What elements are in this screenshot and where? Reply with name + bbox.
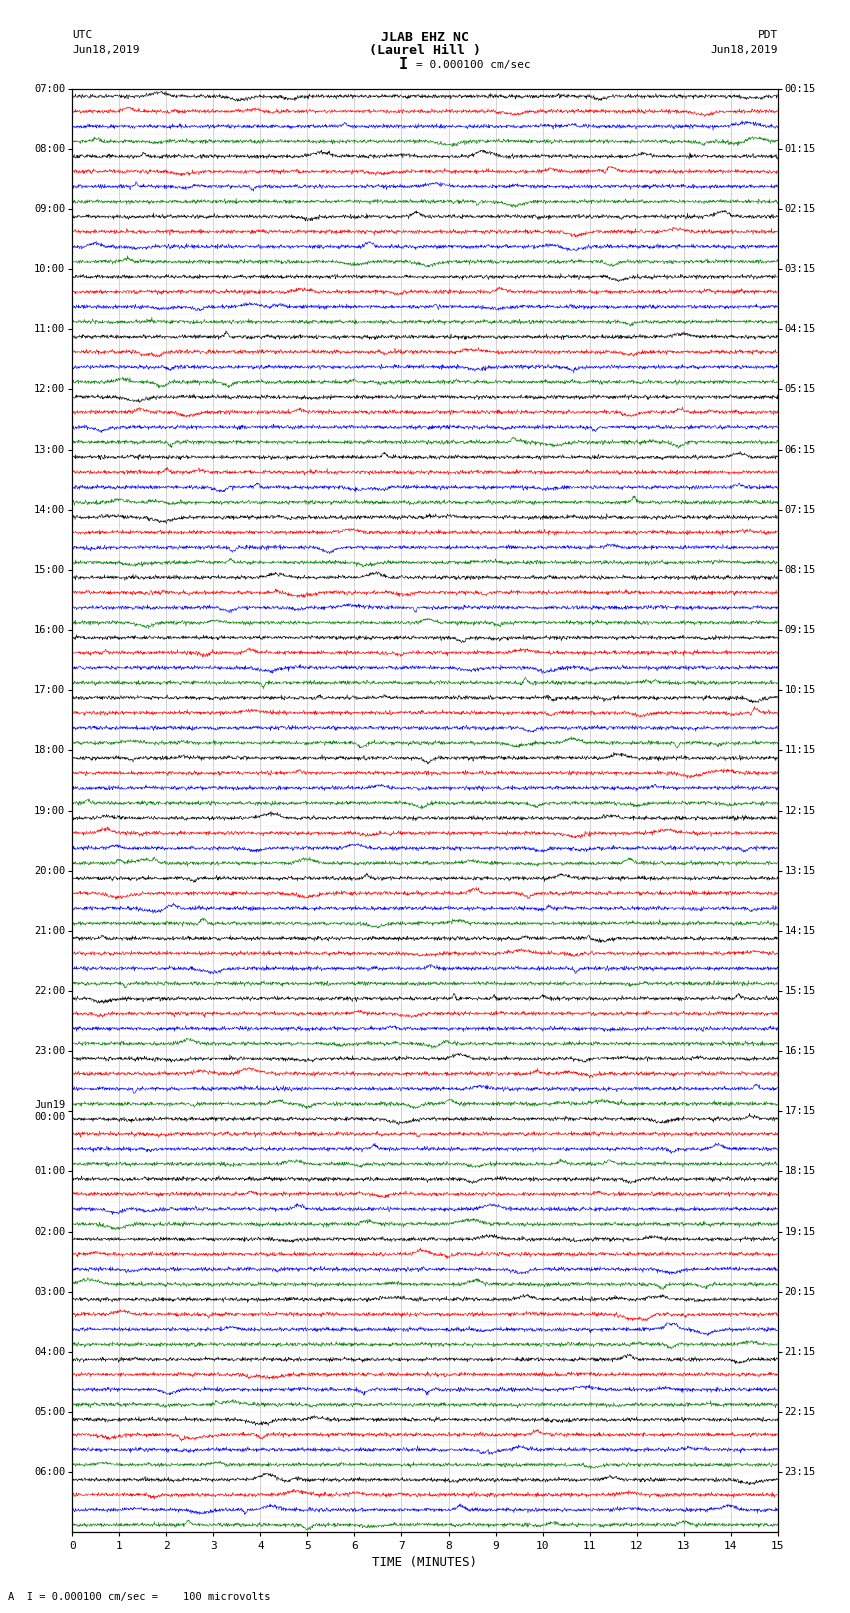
Text: UTC: UTC <box>72 31 93 40</box>
X-axis label: TIME (MINUTES): TIME (MINUTES) <box>372 1555 478 1568</box>
Text: JLAB EHZ NC: JLAB EHZ NC <box>381 31 469 44</box>
Text: Jun18,2019: Jun18,2019 <box>711 45 778 55</box>
Text: PDT: PDT <box>757 31 778 40</box>
Text: A  I = 0.000100 cm/sec =    100 microvolts: A I = 0.000100 cm/sec = 100 microvolts <box>8 1592 271 1602</box>
Text: I: I <box>400 56 408 73</box>
Text: Jun18,2019: Jun18,2019 <box>72 45 139 55</box>
Text: = 0.000100 cm/sec: = 0.000100 cm/sec <box>416 60 531 69</box>
Text: (Laurel Hill ): (Laurel Hill ) <box>369 44 481 56</box>
